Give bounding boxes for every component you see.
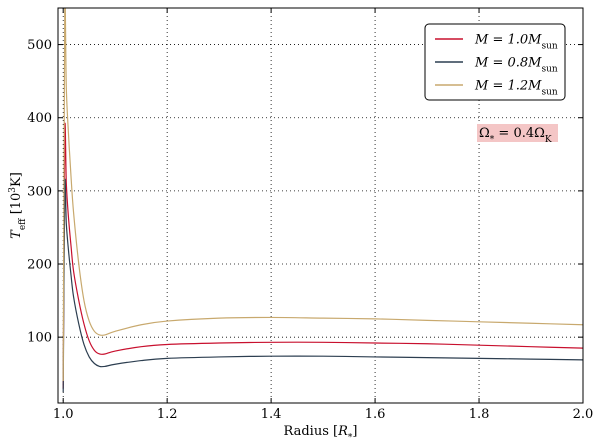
x-tick-label: 2.0 (573, 407, 594, 422)
legend-label-1: M = 0.8Msun (474, 56, 558, 75)
y-tick-label: 200 (27, 258, 52, 273)
legend-label-main: M = 1.2M (474, 79, 542, 94)
series-line-0 (62, 122, 583, 389)
x-tick-label: 1.8 (469, 407, 490, 422)
y-axis-label-unit-suffix: K (9, 177, 24, 187)
annotation-omega-sub: * (490, 135, 495, 145)
legend-label-2: M = 1.2Msun (474, 79, 558, 98)
annotation-k-sub: K (545, 135, 552, 145)
legend-label-sub: sun (541, 65, 557, 75)
ticks: 1.0 1.2 1.4 1.6 1.8 2.0 100 200 300 400 500 (27, 8, 593, 422)
annotation-omega: Ω (479, 126, 490, 141)
legend-label-main: M = 0.8M (474, 56, 542, 71)
y-tick-label: 300 (27, 184, 52, 199)
x-axis-label-bracket-close: ] (352, 424, 357, 438)
legend-label-main: M = 1.0M (474, 33, 542, 48)
y-axis-label-sub: eff (18, 218, 28, 230)
y-axis-label-symbol: T (9, 229, 24, 239)
y-axis-label-bracket-close: ] (9, 172, 24, 177)
y-axis-label-bracket-open: [ (9, 209, 24, 218)
x-tick-label: 1.4 (261, 407, 282, 422)
series-layer (62, 8, 583, 393)
plot-frame (57, 7, 584, 404)
legend-label-0: M = 1.0Msun (474, 33, 558, 52)
y-axis-label: Teff [103K] (8, 172, 28, 239)
x-tick-label: 1.6 (365, 407, 386, 422)
omega-annotation: Ω* = 0.4ΩK (477, 124, 558, 145)
series-line-1 (62, 178, 583, 393)
y-tick-label: 100 (27, 331, 52, 346)
legend-label-sub: sun (541, 88, 557, 98)
y-axis-label-unit-sup: 3 (8, 187, 18, 193)
series-line-2 (62, 8, 583, 382)
x-axis-label-bracket-open: [ (329, 424, 338, 438)
x-axis-label-unit-sub: * (348, 433, 353, 438)
x-axis-label-unit: R (337, 424, 348, 438)
annotation-text: Ω* = 0.4ΩK (479, 126, 552, 145)
y-axis-label-unit-prefix: 10 (9, 193, 24, 210)
legend-label-sub: sun (541, 42, 557, 52)
y-tick-label: 400 (27, 111, 52, 126)
x-tick-label: 1.0 (53, 407, 74, 422)
y-tick-label: 500 (27, 38, 52, 53)
x-axis-label: Radius [R*] (284, 424, 358, 438)
annotation-equals: = 0.4Ω (494, 126, 545, 141)
legend-box (424, 23, 566, 101)
annotation-background (477, 124, 558, 142)
x-tick-label: 1.2 (157, 407, 178, 422)
x-axis-label-text: Radius (284, 424, 329, 438)
